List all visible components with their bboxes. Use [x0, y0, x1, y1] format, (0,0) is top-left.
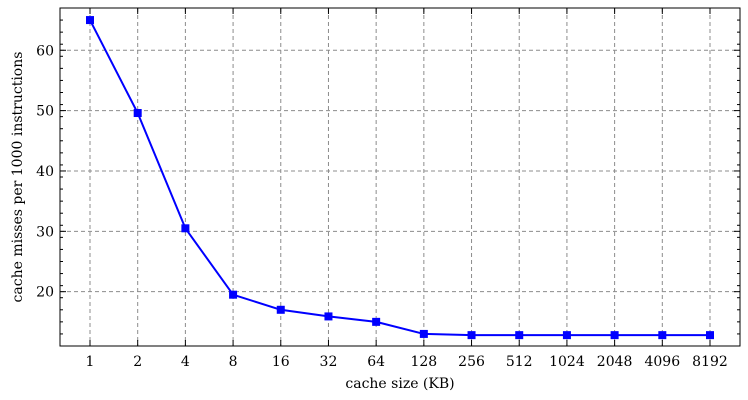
- data-point-marker: [658, 331, 667, 340]
- grid: [60, 8, 740, 346]
- y-tick-label: 50: [36, 104, 54, 120]
- x-tick-label: 4096: [644, 354, 680, 370]
- x-tick-label: 16: [272, 354, 290, 370]
- x-tick-label: 1: [86, 354, 95, 370]
- data-point-marker: [229, 290, 238, 299]
- x-tick-label: 512: [506, 354, 533, 370]
- y-tick-label: 60: [36, 43, 54, 59]
- x-tick-label: 4: [181, 354, 190, 370]
- x-tick-label: 128: [410, 354, 437, 370]
- x-tick-label: 8: [229, 354, 238, 370]
- marker-layer: [86, 16, 714, 340]
- data-point-marker: [372, 317, 381, 326]
- y-tick-label: 30: [36, 224, 54, 240]
- tick-layer: [60, 7, 740, 347]
- data-point-marker: [276, 305, 285, 314]
- data-point-marker: [610, 331, 619, 340]
- x-axis-label: cache size (KB): [345, 376, 454, 392]
- x-tick-label: 8192: [692, 354, 728, 370]
- data-point-marker: [515, 331, 524, 340]
- data-point-marker: [706, 331, 714, 340]
- x-tick-label: 1024: [549, 354, 585, 370]
- data-point-marker: [467, 331, 476, 340]
- data-point-marker: [181, 224, 190, 233]
- x-tick-label: 256: [458, 354, 485, 370]
- y-axis-label: cache misses per 1000 instructions: [10, 52, 26, 303]
- data-point-marker: [419, 329, 428, 338]
- x-tick-label: 2048: [597, 354, 633, 370]
- series-line: [89, 19, 710, 337]
- x-tick-label: 2: [133, 354, 142, 370]
- x-tick-label: 32: [320, 354, 338, 370]
- data-point-marker: [133, 109, 142, 118]
- data-point-marker: [562, 331, 571, 340]
- y-tick-label: 20: [36, 285, 54, 301]
- data-point-marker: [86, 16, 94, 25]
- tick-label-layer: 1 2 4 8 16 32 64 128 256 512 1024 2048 4096 8192 20 30 4…: [36, 43, 728, 370]
- y-tick-label: 40: [36, 164, 54, 180]
- series-layer: [89, 19, 710, 337]
- x-tick-label: 64: [367, 354, 385, 370]
- data-point-marker: [324, 312, 333, 321]
